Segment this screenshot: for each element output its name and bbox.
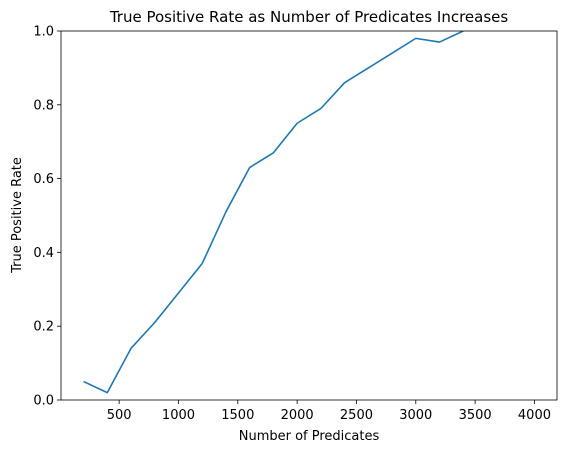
y-tick-label: 1.0 xyxy=(33,25,54,40)
x-tick-label: 4000 xyxy=(518,408,551,423)
y-tick-label: 0.0 xyxy=(33,394,54,409)
x-axis-label: Number of Predicates xyxy=(239,429,380,444)
y-tick-label: 0.4 xyxy=(33,246,54,261)
chart-title: True Positive Rate as Number of Predicat… xyxy=(109,8,509,26)
y-tick-label: 0.6 xyxy=(33,172,54,187)
x-tick-label: 3500 xyxy=(459,408,492,423)
data-line xyxy=(83,31,464,394)
x-tick-label: 3000 xyxy=(399,408,432,423)
y-axis-label: True Positive Rate xyxy=(10,157,25,274)
x-tick-label: 500 xyxy=(107,408,132,423)
x-tick-label: 2500 xyxy=(340,408,373,423)
x-tick-label: 1000 xyxy=(162,408,195,423)
plot-area xyxy=(83,31,464,394)
x-tick-label: 2000 xyxy=(281,408,314,423)
y-tick-label: 0.2 xyxy=(33,320,54,335)
y-tick-label: 0.8 xyxy=(33,98,54,113)
x-tick-label: 1500 xyxy=(221,408,254,423)
axes-frame xyxy=(60,30,558,401)
